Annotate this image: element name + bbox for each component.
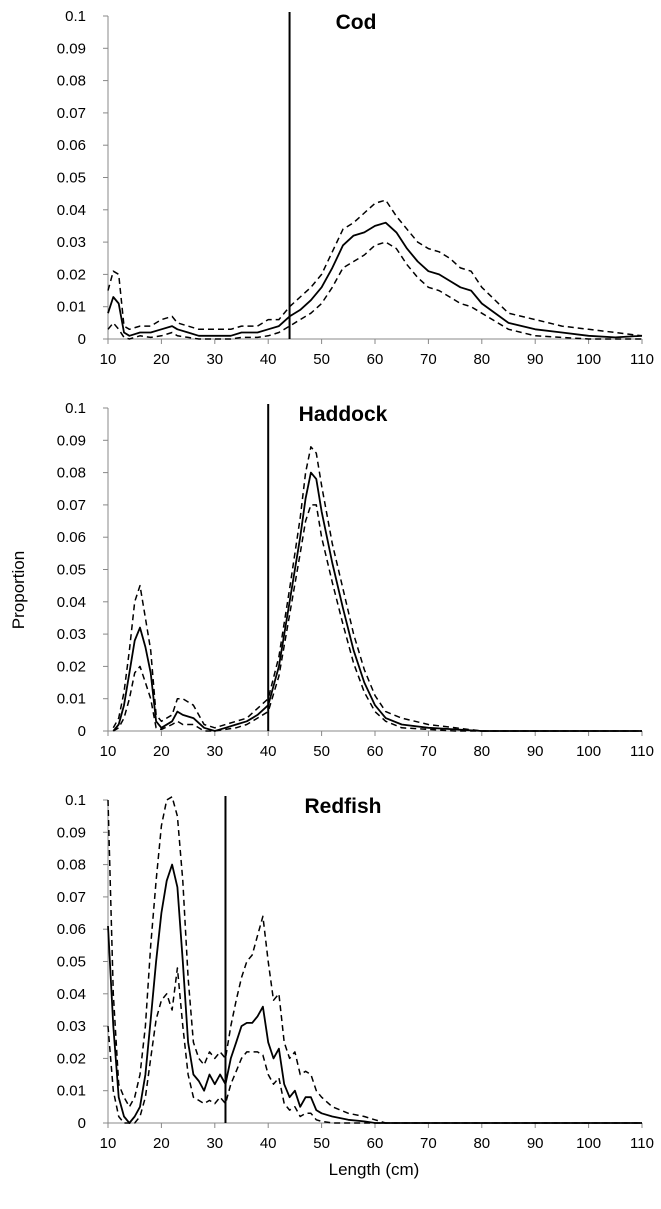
- x-tick-label: 110: [630, 743, 654, 760]
- y-tick-label: 0.09: [57, 40, 86, 57]
- x-tick-label: 110: [630, 351, 654, 368]
- x-tick-label: 30: [206, 743, 223, 760]
- panel-title: Redfish: [304, 795, 381, 818]
- y-tick-label: 0.03: [57, 1018, 86, 1035]
- x-tick-label: 60: [367, 351, 384, 368]
- y-tick-label: 0.09: [57, 824, 86, 841]
- x-tick-label: 90: [527, 743, 544, 760]
- x-tick-label: 20: [153, 743, 170, 760]
- x-tick-label: 50: [313, 743, 330, 760]
- confidence-bound-line: [112, 446, 642, 732]
- mean-line: [112, 471, 642, 732]
- y-tick-label: 0.02: [57, 266, 86, 283]
- y-tick-label: 0.04: [57, 594, 86, 611]
- y-tick-label: 0: [78, 1115, 86, 1132]
- mean-line: [107, 863, 642, 1124]
- x-tick-label: 80: [473, 1135, 490, 1152]
- y-tick-label: 0.07: [57, 497, 86, 514]
- x-tick-label: 70: [420, 1135, 437, 1152]
- x-tick-label: 70: [420, 743, 437, 760]
- y-tick-label: 0.07: [57, 889, 86, 906]
- x-tick-label: 60: [367, 743, 384, 760]
- y-tick-label: 0.1: [65, 400, 86, 417]
- y-tick-label: 0.1: [65, 8, 86, 25]
- y-tick-label: 0.06: [57, 921, 86, 938]
- panel-redfish: 0 0.01 0.02 0.03 0.04 0.05 0.06 0.07 0.08 0.09 0.1…: [57, 792, 654, 1152]
- x-tick-label: 40: [260, 1135, 277, 1152]
- x-tick-label: 100: [576, 1135, 601, 1152]
- x-tick-label: 20: [153, 351, 170, 368]
- y-tick-label: 0: [78, 331, 86, 348]
- x-tick-label: 90: [527, 1135, 544, 1152]
- y-tick-label: 0.02: [57, 658, 86, 675]
- y-tick-label: 0.04: [57, 202, 86, 219]
- y-tick-label: 0.06: [57, 529, 86, 546]
- panel-cod: 0 0.01 0.02 0.03 0.04 0.05 0.06 0.07 0.08 0.09 0.1…: [57, 8, 654, 368]
- y-tick-label: 0.03: [57, 234, 86, 251]
- y-tick-label: 0.08: [57, 465, 86, 482]
- x-tick-label: 100: [576, 351, 601, 368]
- x-tick-label: 40: [260, 743, 277, 760]
- y-tick-label: 0.1: [65, 792, 86, 809]
- y-tick-label: 0.08: [57, 857, 86, 874]
- x-tick-label: 110: [630, 1135, 654, 1152]
- x-tick-label: 30: [206, 1135, 223, 1152]
- mean-line: [107, 221, 643, 339]
- y-tick-label: 0.05: [57, 170, 86, 187]
- panel-title: Haddock: [299, 403, 388, 426]
- y-tick-label: 0.01: [57, 299, 86, 316]
- x-tick-label: 30: [206, 351, 223, 368]
- x-tick-label: 10: [100, 1135, 117, 1152]
- panel-title: Cod: [336, 11, 377, 34]
- y-tick-label: 0.06: [57, 137, 86, 154]
- x-tick-label: 10: [100, 351, 117, 368]
- x-tick-label: 60: [367, 1135, 384, 1152]
- x-tick-label: 20: [153, 1135, 170, 1152]
- confidence-bound-line: [107, 241, 642, 340]
- x-tick-label: 100: [576, 743, 601, 760]
- y-tick-label: 0.05: [57, 954, 86, 971]
- x-tick-label: 50: [313, 351, 330, 368]
- x-tick-label: 70: [420, 351, 437, 368]
- y-tick-label: 0.01: [57, 691, 86, 708]
- x-tick-label: 50: [313, 1135, 330, 1152]
- y-tick-label: 0.01: [57, 1083, 86, 1100]
- confidence-bound-line: [112, 504, 642, 732]
- y-tick-label: 0.07: [57, 105, 86, 122]
- confidence-bound-line: [107, 796, 642, 1124]
- x-tick-label: 80: [473, 743, 490, 760]
- y-tick-label: 0.05: [57, 562, 86, 579]
- y-tick-label: 0.09: [57, 432, 86, 449]
- panel-haddock: 0 0.01 0.02 0.03 0.04 0.05 0.06 0.07 0.08 0.09 0.1…: [57, 400, 654, 760]
- x-tick-label: 10: [100, 743, 117, 760]
- confidence-bound-line: [107, 967, 642, 1124]
- y-axis-title: Proportion: [9, 551, 28, 629]
- y-tick-label: 0.08: [57, 73, 86, 90]
- x-axis-title: Length (cm): [329, 1160, 420, 1179]
- confidence-bound-line: [107, 199, 643, 337]
- x-tick-label: 40: [260, 351, 277, 368]
- y-tick-label: 0: [78, 723, 86, 740]
- y-tick-label: 0.04: [57, 986, 86, 1003]
- x-tick-label: 80: [473, 351, 490, 368]
- x-tick-label: 90: [527, 351, 544, 368]
- y-tick-label: 0.02: [57, 1050, 86, 1067]
- y-tick-label: 0.03: [57, 626, 86, 643]
